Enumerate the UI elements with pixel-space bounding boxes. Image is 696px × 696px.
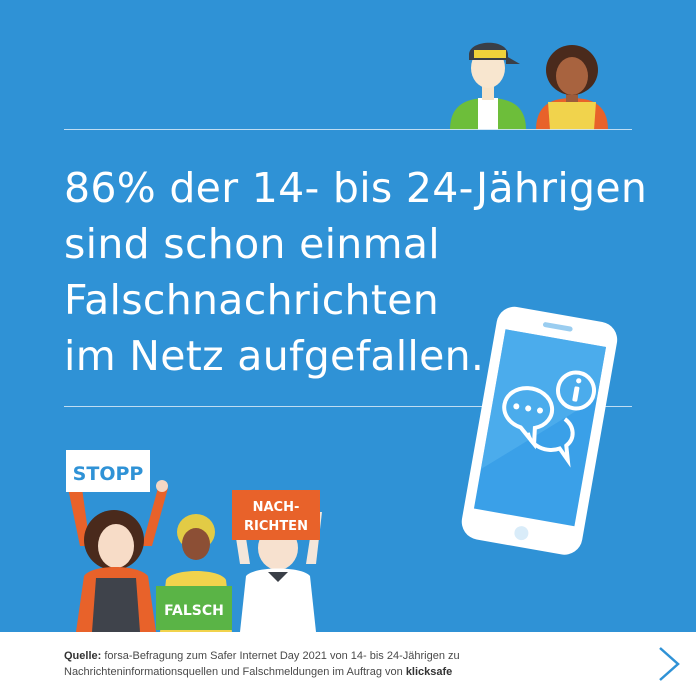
stopp-sign-label: STOPP [73,463,144,485]
source-note: Quelle: forsa-Befragung zum Safer Intern… [64,648,604,680]
smartphone-icon [461,306,618,555]
protest-group-illustration: STOPP FALSCH NACH- RICHTEN [66,450,322,632]
person-with-cap [450,42,526,130]
nachrichten-sign-label-2: RICHTEN [244,519,308,534]
headline-line-1: 86% der 14- bis 24-Jährigen [64,164,648,212]
source-label: Quelle: [64,650,102,662]
two-young-people-illustration [450,42,608,130]
person-with-stopp-sign [67,480,168,632]
nachrichten-sign [232,490,320,540]
falsch-sign-label: FALSCH [164,603,224,619]
source-footer: Quelle: forsa-Befragung zum Safer Intern… [0,632,696,696]
headline-line-4: im Netz aufgefallen. [64,332,485,380]
source-text-1: forsa-Befragung zum Safer Internet Day 2… [104,650,460,662]
headline-line-3: Falschnachrichten [64,276,440,324]
info-icon [556,370,597,411]
stopp-sign [66,450,150,492]
top-divider [64,129,632,130]
headline-line-2: sind schon einmal [64,220,440,268]
source-text-2: Nachrichteninformationsquellen und Falsc… [64,666,403,678]
chat-bubbles-icon [502,386,575,468]
chevron-right-icon [659,647,680,681]
falsch-sign [156,586,232,630]
person-with-curly-hair [536,45,608,130]
middle-divider [64,406,632,407]
source-brand: klicksafe [405,666,453,678]
nachrichten-sign-label-1: NACH- [253,500,300,515]
next-slide-button[interactable] [650,642,686,686]
headline: 86% der 14- bis 24-Jährigen sind schon e… [64,160,664,384]
